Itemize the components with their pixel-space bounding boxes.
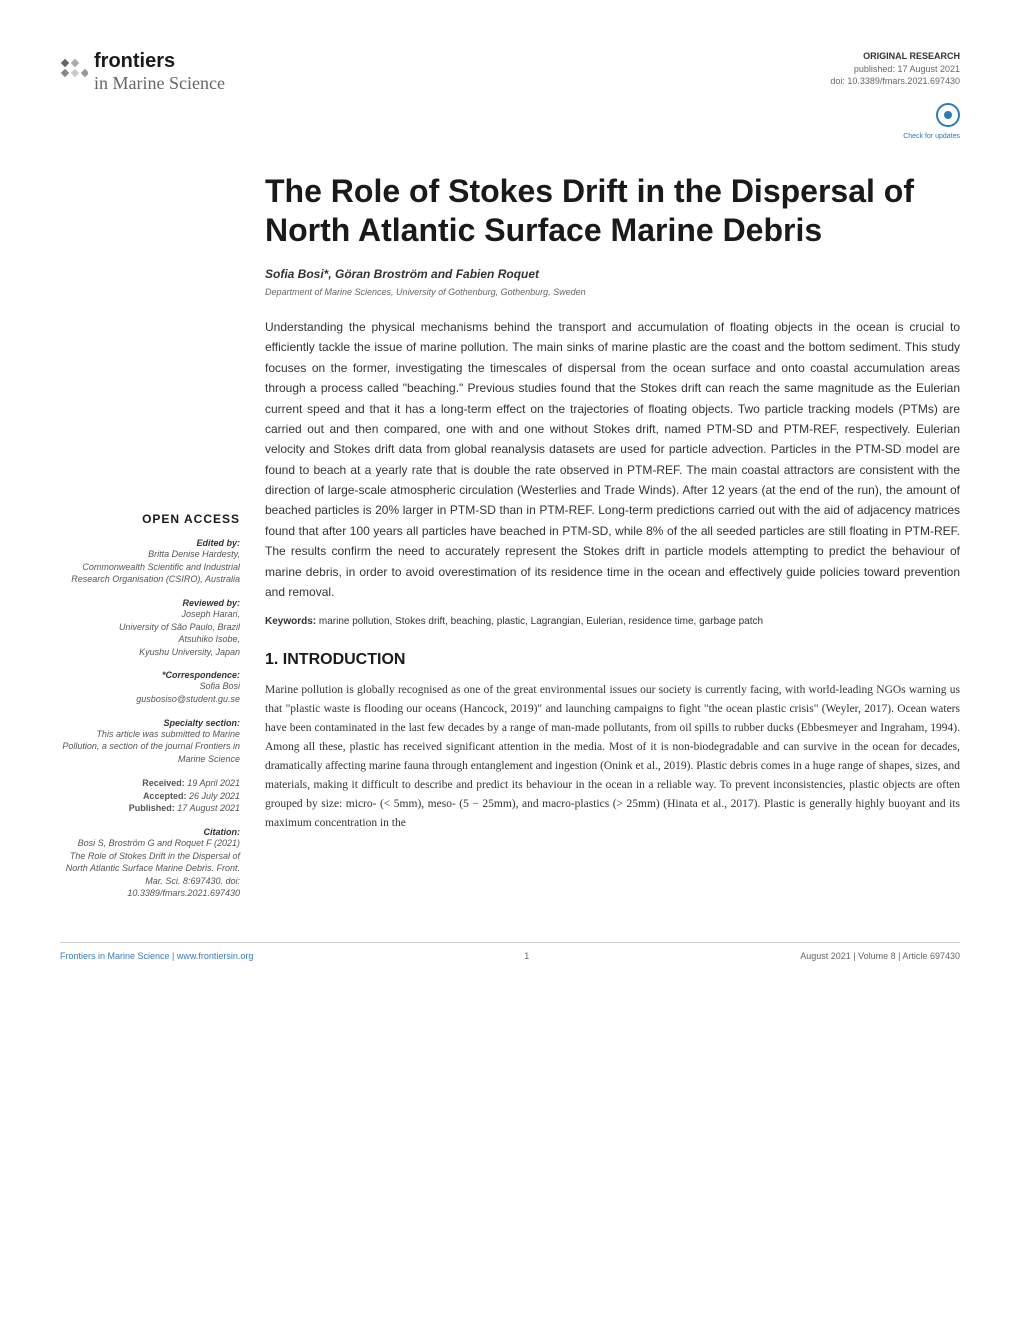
article-main: The Role of Stokes Drift in the Dispersa… xyxy=(265,172,960,912)
logo-journal-text: in Marine Science xyxy=(94,73,225,94)
reviewed-by-section: Reviewed by: Joseph Harari, University o… xyxy=(60,598,240,658)
received-date: 19 April 2021 xyxy=(185,778,240,788)
check-updates-text: Check for updates xyxy=(830,132,960,142)
accepted-date: 26 July 2021 xyxy=(186,791,240,801)
frontiers-logo-icon xyxy=(60,58,88,86)
introduction-text: Marine pollution is globally recognised … xyxy=(265,681,960,833)
citation-text: Bosi S, Broström G and Roquet F (2021) T… xyxy=(60,837,240,900)
footer-url[interactable]: www.frontiersin.org xyxy=(177,951,254,961)
header-metadata: ORIGINAL RESEARCH published: 17 August 2… xyxy=(830,50,960,142)
published-label: Published: xyxy=(129,803,175,813)
article-type: ORIGINAL RESEARCH xyxy=(830,50,960,63)
page-footer: Frontiers in Marine Science | www.fronti… xyxy=(60,942,960,961)
doi-link[interactable]: doi: 10.3389/fmars.2021.697430 xyxy=(830,75,960,88)
correspondence-section: *Correspondence: Sofia Bosi gusbosiso@st… xyxy=(60,670,240,705)
published-date: published: 17 August 2021 xyxy=(830,63,960,76)
published-date-sidebar: 17 August 2021 xyxy=(175,803,240,813)
check-updates-badge[interactable]: Check for updates xyxy=(830,103,960,142)
editor-name: Britta Denise Hardesty, xyxy=(60,548,240,561)
article-keywords: Keywords: marine pollution, Stokes drift… xyxy=(265,616,960,627)
open-access-label: OPEN ACCESS xyxy=(60,512,240,526)
footer-issue-info: August 2021 | Volume 8 | Article 697430 xyxy=(800,951,960,961)
citation-label: Citation: xyxy=(60,827,240,837)
section-heading-introduction: 1. INTRODUCTION xyxy=(265,651,960,669)
keywords-label: Keywords: xyxy=(265,616,316,627)
reviewed-by-label: Reviewed by: xyxy=(60,598,240,608)
article-affiliation: Department of Marine Sciences, Universit… xyxy=(265,287,960,297)
footer-left: Frontiers in Marine Science | www.fronti… xyxy=(60,951,253,961)
received-label: Received: xyxy=(142,778,185,788)
logo-frontiers-text: frontiers xyxy=(94,50,225,73)
edited-by-label: Edited by: xyxy=(60,538,240,548)
correspondence-name: Sofia Bosi xyxy=(60,680,240,693)
footer-journal[interactable]: Frontiers in Marine Science xyxy=(60,951,170,961)
citation-section: Citation: Bosi S, Broström G and Roquet … xyxy=(60,827,240,900)
dates-section: Received: 19 April 2021 Accepted: 26 Jul… xyxy=(60,777,240,815)
correspondence-label: *Correspondence: xyxy=(60,670,240,680)
keywords-text: marine pollution, Stokes drift, beaching… xyxy=(316,616,763,627)
check-updates-icon xyxy=(936,103,960,127)
reviewer2-name: Atsuhiko Isobe, xyxy=(60,633,240,646)
correspondence-email[interactable]: gusbosiso@student.gu.se xyxy=(60,693,240,706)
specialty-label: Specialty section: xyxy=(60,718,240,728)
article-authors: Sofia Bosi*, Göran Broström and Fabien R… xyxy=(265,267,960,281)
footer-separator: | xyxy=(170,951,177,961)
article-title: The Role of Stokes Drift in the Dispersa… xyxy=(265,172,960,249)
specialty-text: This article was submitted to Marine Pol… xyxy=(60,728,240,766)
reviewer2-affiliation: Kyushu University, Japan xyxy=(60,646,240,659)
specialty-section: Specialty section: This article was subm… xyxy=(60,718,240,766)
accepted-label: Accepted: xyxy=(143,791,187,801)
editor-affiliation: Commonwealth Scientific and Industrial R… xyxy=(60,561,240,586)
reviewer1-affiliation: University of São Paulo, Brazil xyxy=(60,621,240,634)
article-abstract: Understanding the physical mechanisms be… xyxy=(265,317,960,602)
journal-logo: frontiers in Marine Science xyxy=(60,50,225,94)
reviewer1-name: Joseph Harari, xyxy=(60,608,240,621)
footer-page-number: 1 xyxy=(524,951,529,961)
article-sidebar: OPEN ACCESS Edited by: Britta Denise Har… xyxy=(60,172,240,912)
page-header: frontiers in Marine Science ORIGINAL RES… xyxy=(60,50,960,142)
edited-by-section: Edited by: Britta Denise Hardesty, Commo… xyxy=(60,538,240,586)
